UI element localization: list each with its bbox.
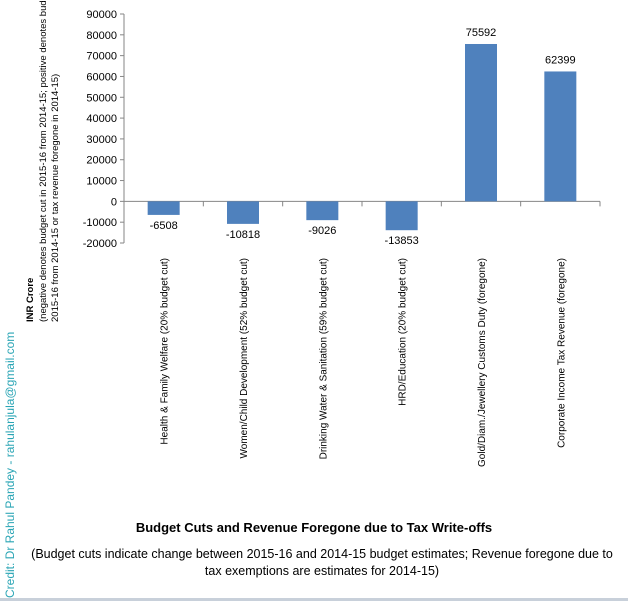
y-tick-labels: -20000 -10000 0 10000 20000 30000 40000 50000 60… <box>83 9 117 250</box>
category-label: HRD/Education (20% budget cut) <box>398 258 409 406</box>
bar <box>544 71 577 202</box>
y-tick-label: 40000 <box>86 113 117 125</box>
bar-value-label: -13853 <box>385 235 419 247</box>
bar-value-label: 62399 <box>545 54 576 66</box>
y-tick-label: 0 <box>111 196 117 208</box>
y-tick-label: 60000 <box>86 71 117 83</box>
category-label: Health & Family Welfare (20% budget cut) <box>160 258 171 445</box>
y-axis-title: INR Crore (negative denotes budget cut i… <box>25 0 61 322</box>
y-axis-note-line-2: 2015-16 from 2014-15 or tax revenue fore… <box>50 74 61 322</box>
y-tick-label: 10000 <box>86 176 117 188</box>
y-axis-note-line-1: (negative denotes budget cut in 2015-16 … <box>38 0 49 322</box>
category-label: Drinking Water & Sanitation (59% budget … <box>318 258 329 459</box>
bar <box>385 201 418 231</box>
y-tick-label: 50000 <box>86 92 117 104</box>
y-tick-label: 70000 <box>86 51 117 63</box>
y-tick-label: 20000 <box>86 155 117 167</box>
chart-subtitle: (Budget cuts indicate change between 201… <box>31 547 613 578</box>
bar-value-label: 75592 <box>466 27 497 39</box>
credit-text: Credit: Dr Rahul Pandey - rahulanjula@gm… <box>3 332 17 598</box>
bar-value-label: -6508 <box>150 220 178 232</box>
data-labels: -6508 -10818 -9026 -13853 75592 62399 <box>150 27 576 247</box>
category-label: Gold/Diam./Jewellery Customs Duty (foreg… <box>477 258 488 467</box>
bar <box>227 201 259 224</box>
y-tick-label: 90000 <box>86 9 117 21</box>
bar-value-label: -10818 <box>226 229 260 241</box>
bar <box>306 201 339 221</box>
category-label: Corporate Income Tax Revenue (foregone) <box>556 258 567 448</box>
y-tick-label: -20000 <box>83 238 117 250</box>
category-labels: Health & Family Welfare (20% budget cut)… <box>160 258 568 467</box>
bars <box>147 43 577 231</box>
bar-value-label: -9026 <box>308 225 336 237</box>
category-label: Women/Child Development (52% budget cut) <box>239 258 250 458</box>
y-tick-label: 80000 <box>86 30 117 42</box>
bar <box>147 201 180 215</box>
chart-title: Budget Cuts and Revenue Foregone due to … <box>135 520 493 535</box>
bar <box>465 43 497 202</box>
y-tick-label: 30000 <box>86 134 117 146</box>
y-tick-label: -10000 <box>83 217 117 229</box>
bottom-divider <box>0 598 628 601</box>
y-axis-unit: INR Crore <box>25 278 36 322</box>
axes <box>120 13 601 244</box>
